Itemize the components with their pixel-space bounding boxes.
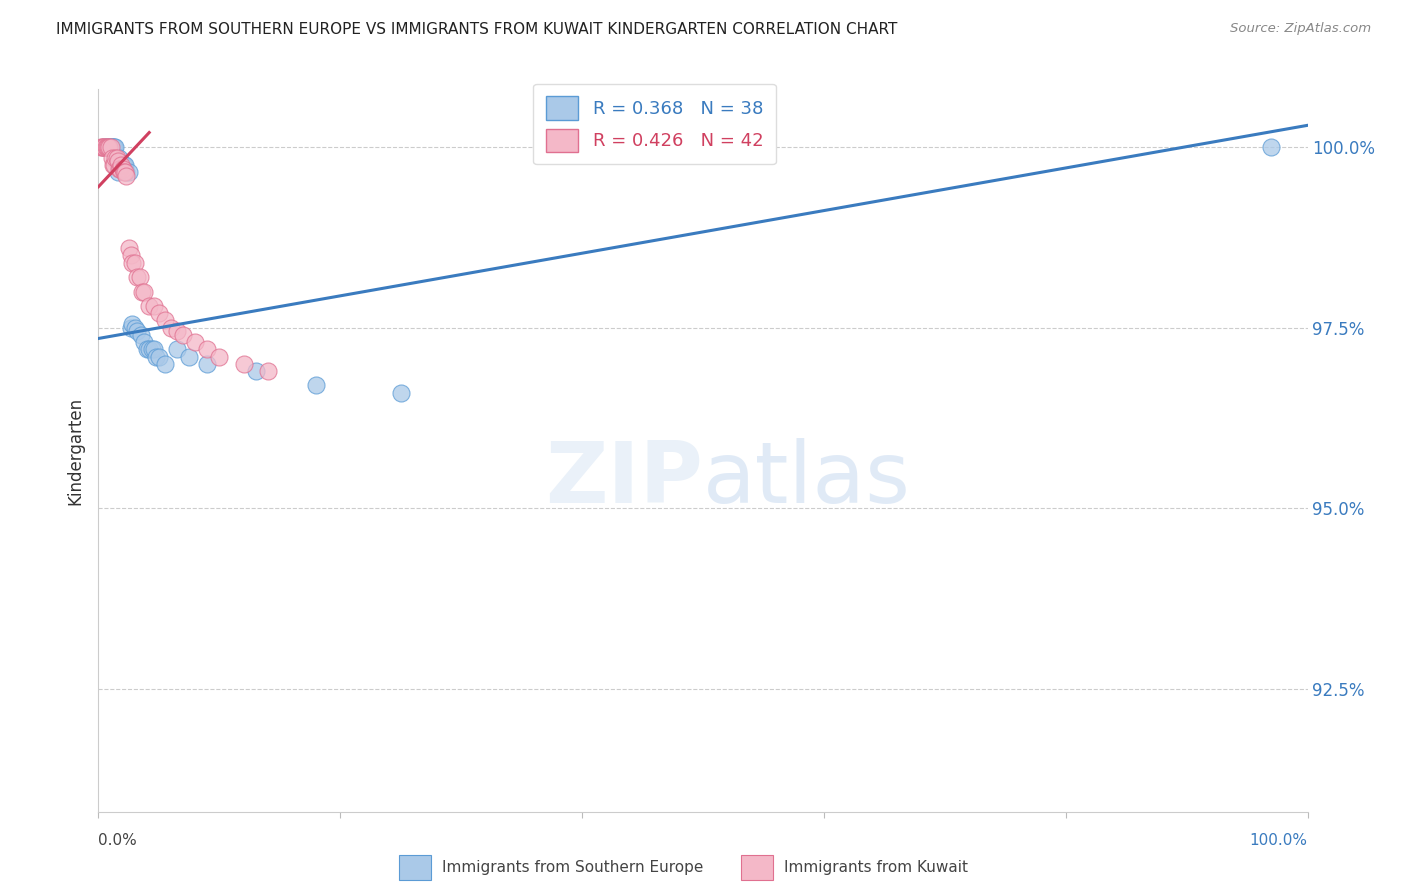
Point — [160, 320, 183, 334]
Point — [90, 140, 112, 154]
Point — [100, 151, 122, 165]
Point — [101, 158, 124, 172]
Text: Immigrants from Kuwait: Immigrants from Kuwait — [785, 860, 967, 875]
Point — [91, 140, 114, 154]
FancyBboxPatch shape — [741, 855, 773, 880]
Point — [153, 313, 176, 327]
Point — [128, 270, 150, 285]
Point — [124, 320, 146, 334]
Point — [138, 299, 160, 313]
Point — [110, 158, 132, 172]
Point — [115, 165, 138, 179]
Point — [91, 140, 114, 154]
Point — [118, 241, 141, 255]
Point — [143, 299, 166, 313]
Point — [108, 161, 131, 176]
Point — [256, 364, 278, 378]
Point — [111, 161, 134, 176]
Point — [245, 364, 267, 378]
Point — [208, 350, 231, 364]
Point — [166, 324, 188, 338]
Point — [108, 151, 131, 165]
Point — [134, 334, 156, 349]
Point — [232, 357, 254, 371]
Point — [98, 140, 121, 154]
Point — [148, 350, 170, 364]
Point — [110, 158, 132, 172]
Point — [148, 306, 170, 320]
Point — [195, 357, 218, 371]
Point — [112, 165, 135, 179]
Point — [94, 140, 117, 154]
Point — [138, 343, 160, 357]
Point — [389, 385, 412, 400]
Point — [104, 140, 127, 154]
Legend: R = 0.368   N = 38, R = 0.426   N = 42: R = 0.368 N = 38, R = 0.426 N = 42 — [533, 84, 776, 164]
Point — [93, 140, 115, 154]
Point — [103, 158, 125, 172]
Point — [96, 140, 118, 154]
Point — [104, 151, 127, 165]
Point — [166, 343, 188, 357]
Point — [100, 140, 122, 154]
Text: IMMIGRANTS FROM SOUTHERN EUROPE VS IMMIGRANTS FROM KUWAIT KINDERGARTEN CORRELATI: IMMIGRANTS FROM SOUTHERN EUROPE VS IMMIG… — [56, 22, 897, 37]
Text: ZIP: ZIP — [546, 438, 703, 521]
Point — [121, 317, 143, 331]
Point — [131, 285, 153, 299]
Point — [114, 165, 136, 179]
Point — [100, 140, 122, 154]
Y-axis label: Kindergarten: Kindergarten — [66, 396, 84, 505]
Point — [129, 327, 152, 342]
Point — [121, 255, 143, 269]
Point — [107, 165, 129, 179]
Point — [127, 270, 149, 285]
Point — [98, 140, 121, 154]
Point — [108, 161, 131, 176]
FancyBboxPatch shape — [399, 855, 432, 880]
Point — [103, 140, 125, 154]
Point — [172, 327, 194, 342]
Point — [1260, 140, 1282, 154]
Text: atlas: atlas — [703, 438, 911, 521]
Text: 100.0%: 100.0% — [1250, 833, 1308, 848]
Point — [124, 255, 146, 269]
Point — [120, 320, 142, 334]
Point — [153, 357, 176, 371]
Point — [179, 350, 201, 364]
Point — [100, 140, 122, 154]
Text: Source: ZipAtlas.com: Source: ZipAtlas.com — [1230, 22, 1371, 36]
Point — [134, 285, 156, 299]
Point — [118, 165, 141, 179]
Point — [127, 324, 149, 338]
Point — [184, 334, 207, 349]
Point — [107, 154, 129, 169]
Point — [135, 343, 157, 357]
Point — [97, 140, 120, 154]
Point — [93, 140, 115, 154]
Point — [101, 140, 124, 154]
Point — [105, 151, 128, 165]
Text: 0.0%: 0.0% — [98, 833, 138, 848]
Point — [305, 378, 328, 392]
Point — [120, 248, 142, 262]
Point — [143, 343, 166, 357]
Point — [141, 343, 163, 357]
Point — [96, 140, 118, 154]
Point — [145, 350, 167, 364]
Point — [111, 158, 134, 172]
Text: Immigrants from Southern Europe: Immigrants from Southern Europe — [443, 860, 703, 875]
Point — [115, 169, 138, 183]
Point — [112, 158, 135, 172]
Point — [108, 158, 131, 172]
Point — [105, 154, 128, 169]
Point — [114, 158, 136, 172]
Point — [195, 343, 218, 357]
